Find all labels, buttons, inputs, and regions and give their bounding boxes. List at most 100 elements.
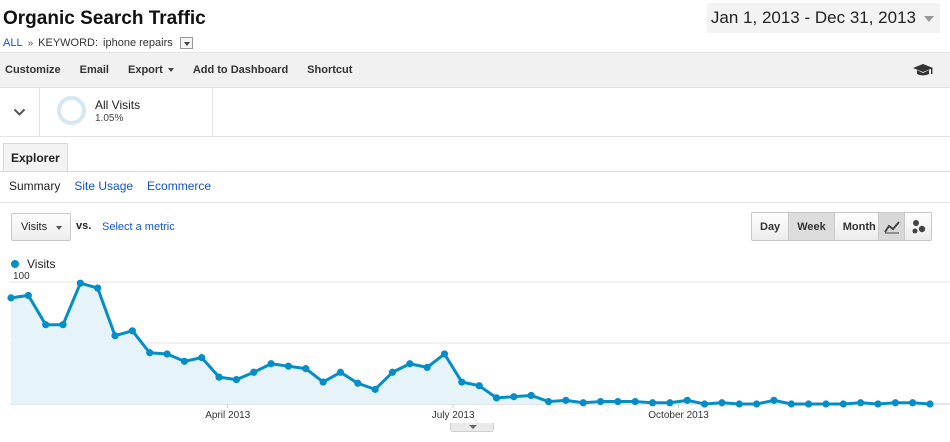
- data-point: [544, 397, 553, 406]
- data-point: [319, 378, 327, 386]
- period-month-button[interactable]: Month: [834, 213, 884, 240]
- tab-divider: [0, 171, 950, 172]
- data-point: [579, 399, 587, 407]
- graduation-cap-icon[interactable]: [912, 61, 934, 79]
- breadcrumb: ALL » KEYWORD: iphone repairs: [3, 37, 193, 49]
- data-point: [718, 399, 726, 407]
- data-point: [146, 349, 154, 357]
- data-point: [510, 393, 518, 401]
- tab-explorer[interactable]: Explorer: [3, 143, 68, 172]
- segment-card[interactable]: All Visits 1.05%: [40, 88, 213, 136]
- chevron-down-icon: [13, 108, 26, 116]
- data-point: [458, 378, 466, 386]
- data-point: [250, 368, 258, 376]
- data-point: [614, 397, 622, 406]
- metric-select[interactable]: Visits: [11, 213, 71, 241]
- export-label: Export: [127, 64, 163, 76]
- segment-ring-icon: [57, 96, 86, 125]
- add-to-dashboard-button[interactable]: Add to Dashboard: [192, 64, 289, 76]
- data-point: [59, 321, 67, 329]
- caret-down-icon: [56, 226, 62, 230]
- data-point: [492, 394, 501, 402]
- data-point: [475, 382, 483, 390]
- data-point: [909, 399, 917, 407]
- data-point: [874, 400, 882, 408]
- data-point: [735, 400, 743, 408]
- data-point: [354, 379, 362, 387]
- vs-label: vs.: [76, 220, 92, 232]
- data-point: [527, 391, 535, 400]
- data-point: [596, 397, 605, 406]
- shortcut-button[interactable]: Shortcut: [307, 64, 353, 76]
- segment-expand-button[interactable]: [0, 88, 40, 136]
- data-point: [267, 360, 275, 368]
- data-point: [215, 373, 223, 381]
- segment-name: All Visits: [95, 98, 141, 112]
- data-point: [683, 396, 691, 404]
- y-tick-label: 100: [13, 272, 30, 282]
- report-toolbar: Customize Email Export Add to Dashboard …: [0, 52, 950, 88]
- page-title: Organic Search Traffic: [3, 8, 206, 29]
- data-point: [406, 360, 414, 368]
- data-point: [128, 327, 136, 335]
- customize-button[interactable]: Customize: [5, 64, 61, 76]
- data-point: [891, 399, 899, 407]
- subtab-ecommerce[interactable]: Ecommerce: [147, 179, 212, 193]
- chart-resize-handle[interactable]: [450, 423, 494, 432]
- data-point: [76, 279, 84, 287]
- export-button[interactable]: Export: [123, 64, 179, 76]
- data-point: [94, 284, 102, 292]
- data-point: [302, 365, 310, 373]
- data-point: [24, 291, 32, 300]
- subtab-site-usage[interactable]: Site Usage: [74, 179, 134, 193]
- period-toggle: Day Week Month: [751, 212, 885, 241]
- chart-type-toggle: [878, 212, 932, 241]
- data-point: [805, 400, 813, 408]
- data-point: [163, 350, 171, 358]
- data-point: [440, 350, 449, 358]
- breadcrumb-separator: »: [27, 37, 34, 49]
- x-tick-label: October 2013: [648, 410, 709, 421]
- period-week-button[interactable]: Week: [789, 213, 835, 240]
- x-tick-label: July 2013: [432, 410, 475, 421]
- data-point: [770, 396, 778, 404]
- email-button[interactable]: Email: [79, 64, 109, 76]
- segment-percent: 1.05%: [95, 113, 124, 124]
- data-point: [753, 400, 761, 408]
- data-point: [562, 396, 570, 404]
- segment-bar: All Visits 1.05%: [0, 88, 950, 137]
- breadcrumb-all-link[interactable]: ALL: [3, 37, 23, 49]
- subtab-divider: [0, 202, 950, 203]
- date-range-picker[interactable]: Jan 1, 2013 - Dec 31, 2013: [706, 3, 940, 33]
- data-point: [336, 368, 345, 376]
- metric-select-label: Visits: [21, 221, 48, 233]
- bubble-chart-icon: [912, 219, 926, 233]
- data-point: [631, 397, 639, 406]
- data-point: [787, 400, 795, 408]
- data-point: [111, 332, 119, 340]
- breadcrumb-value: iphone repairs: [103, 37, 173, 49]
- data-point: [284, 362, 293, 370]
- data-point: [371, 385, 379, 393]
- chart-legend: Visits: [11, 257, 55, 271]
- data-point: [423, 363, 431, 371]
- motion-chart-button[interactable]: [905, 213, 931, 240]
- data-point: [666, 399, 674, 407]
- legend-swatch: [11, 260, 19, 268]
- breadcrumb-dropdown-button[interactable]: [179, 37, 193, 49]
- line-chart-button[interactable]: [879, 213, 905, 240]
- data-point: [7, 294, 15, 302]
- period-day-button[interactable]: Day: [752, 213, 790, 240]
- legend-label: Visits: [27, 257, 56, 271]
- data-point: [839, 400, 847, 408]
- subtab-summary[interactable]: Summary: [9, 179, 61, 193]
- date-range-label: Jan 1, 2013 - Dec 31, 2013: [710, 8, 916, 27]
- chevron-down-icon: [924, 16, 934, 22]
- area-fill: [11, 283, 930, 404]
- breadcrumb-dimension: KEYWORD:: [38, 37, 99, 49]
- data-point: [232, 376, 241, 384]
- data-point: [198, 354, 206, 362]
- select-metric-link[interactable]: Select a metric: [102, 221, 175, 233]
- data-point: [857, 399, 865, 407]
